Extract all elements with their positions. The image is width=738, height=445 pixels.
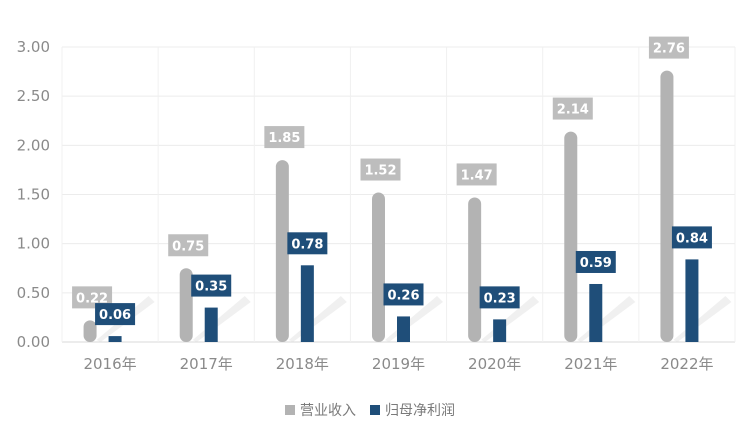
data-label-box-net-profit <box>671 226 712 249</box>
data-label-net-profit: 0.06 <box>99 308 131 323</box>
data-label-box-revenue <box>264 126 305 149</box>
y-tick-label: 2.00 <box>17 136 50 154</box>
data-label-net-profit: 0.59 <box>580 256 612 271</box>
bar-revenue <box>660 70 674 342</box>
data-label-box-revenue <box>360 158 401 181</box>
data-label-revenue: 1.52 <box>364 164 396 179</box>
bar-net-profit <box>108 336 122 342</box>
bar-net-profit <box>397 316 410 342</box>
legend[interactable]: 营业收入 归母净利润 <box>285 402 455 419</box>
data-label-box-net-profit <box>383 283 424 306</box>
y-tick-label: 1.00 <box>17 235 50 253</box>
data-label-net-profit: 0.84 <box>676 231 708 246</box>
data-label-layer: 0.22 0.06 0.75 0.35 1.85 0.78 1.52 0.26 1.47 0.23… <box>72 36 712 326</box>
y-axis: 0.00 0.50 1.00 1.50 2.00 2.50 3.00 <box>17 38 50 351</box>
x-tick-label: 2022年 <box>660 355 713 373</box>
x-axis: 2016年 2017年 2018年 2019年 2020年 2021年 2022年 <box>83 355 713 373</box>
data-label-net-profit: 0.23 <box>484 291 516 306</box>
bar-revenue <box>468 197 482 342</box>
bar-shadow <box>577 296 636 342</box>
bar-net-profit <box>685 259 699 342</box>
bar-net-profit <box>204 307 218 342</box>
bar-shadow <box>673 296 732 342</box>
data-label-box-revenue <box>456 163 497 186</box>
data-label-box-net-profit <box>479 286 520 309</box>
data-label-net-profit: 0.26 <box>387 288 419 303</box>
y-tick-label: 0.50 <box>17 284 50 302</box>
bar-revenue <box>83 320 97 342</box>
data-label-box-revenue <box>552 97 593 120</box>
data-label-revenue: 2.14 <box>557 103 589 118</box>
data-label-revenue: 0.75 <box>172 239 204 254</box>
data-label-box-net-profit <box>191 274 232 297</box>
data-label-box-revenue <box>72 286 113 309</box>
bar-layer <box>83 70 732 342</box>
data-label-box-revenue <box>168 234 209 257</box>
data-label-revenue: 0.22 <box>76 291 108 306</box>
bar-revenue <box>372 192 385 342</box>
data-label-box-revenue <box>648 36 689 59</box>
x-tick-label: 2020年 <box>468 355 521 373</box>
legend-swatch[interactable] <box>370 405 380 415</box>
x-tick-label: 2021年 <box>564 355 617 373</box>
bar-revenue <box>179 268 193 342</box>
legend-label[interactable]: 归母净利润 <box>385 402 455 419</box>
bar-net-profit <box>300 265 314 342</box>
data-label-net-profit: 0.35 <box>195 280 227 295</box>
y-tick-label: 0.00 <box>17 333 50 351</box>
bar-net-profit <box>589 283 603 342</box>
bar-revenue <box>275 160 289 342</box>
x-tick-label: 2017年 <box>180 355 233 373</box>
y-tick-label: 3.00 <box>17 38 50 56</box>
data-label-revenue: 2.76 <box>653 42 685 57</box>
data-label-net-profit: 0.78 <box>291 237 323 252</box>
y-tick-label: 2.50 <box>17 87 50 105</box>
bar-net-profit <box>493 319 507 342</box>
legend-label[interactable]: 营业收入 <box>300 403 356 419</box>
data-label-box-net-profit <box>575 250 616 273</box>
data-label-revenue: 1.85 <box>268 131 300 146</box>
data-label-revenue: 1.47 <box>461 168 493 183</box>
bar-revenue <box>564 131 578 342</box>
y-tick-label: 1.50 <box>17 186 50 204</box>
bar-shadow <box>288 296 347 342</box>
data-label-box-net-profit <box>95 303 136 326</box>
bar-shadow <box>192 296 251 342</box>
x-tick-label: 2018年 <box>276 355 329 373</box>
x-tick-label: 2019年 <box>372 355 425 373</box>
data-label-box-net-profit <box>287 232 328 255</box>
x-tick-label: 2016年 <box>83 355 136 373</box>
legend-swatch[interactable] <box>285 405 295 415</box>
